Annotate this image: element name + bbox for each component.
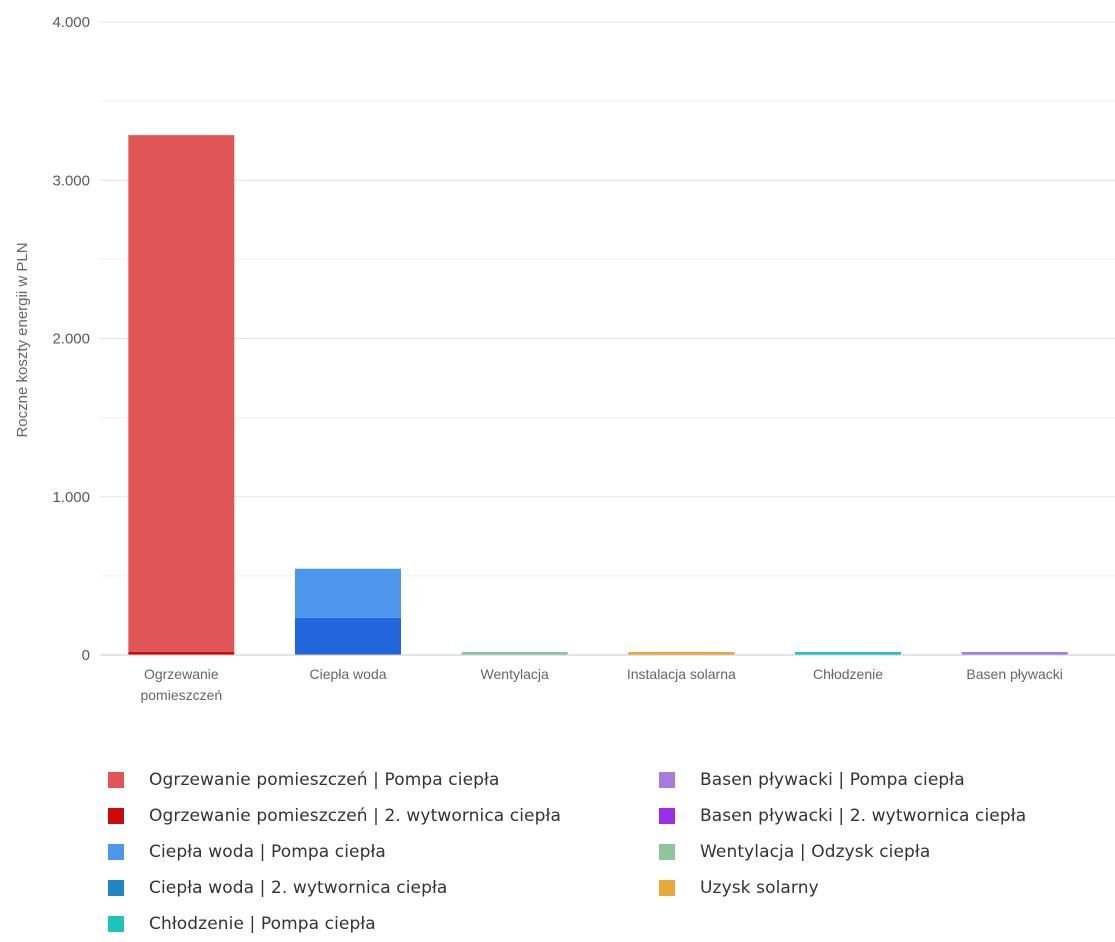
bar-segment (295, 617, 401, 655)
x-tick-label: Instalacja solarna (627, 666, 736, 682)
legend-label: Basen pływacki | 2. wytwornica ciepła (700, 806, 1027, 826)
legend-label: Wentylacja | Odzysk ciepła (700, 842, 931, 862)
bar-segment (961, 652, 1068, 655)
legend-item[interactable]: Uzysk solarny (655, 870, 1026, 906)
x-tick-label: Basen pływacki (966, 666, 1063, 682)
legend-label: Uzysk solarny (700, 878, 819, 898)
x-tick-label: Wentylacja (481, 666, 549, 682)
legend-label: Ciepła woda | 2. wytwornica ciepła (149, 878, 448, 898)
legend-swatch (108, 808, 124, 824)
bar-segment (628, 652, 735, 655)
legend-item[interactable]: Ogrzewanie pomieszczeń | Pompa ciepła (104, 762, 561, 798)
legend-swatch (659, 772, 675, 788)
legend-item[interactable]: Ciepła woda | Pompa ciepła (104, 834, 561, 870)
legend-label: Basen pływacki | Pompa ciepła (700, 770, 965, 790)
legend-swatch (108, 844, 124, 860)
chart-area: 0 1.000 2.000 3.000 4.000 Roczne koszty energ… (14, 14, 1115, 703)
bar-segment (461, 652, 568, 655)
legend-item[interactable]: Ogrzewanie pomieszczeń | 2. wytwornica c… (104, 798, 561, 834)
legend-label: Chłodzenie | Pompa ciepła (149, 914, 376, 934)
y-tick-label: 4.000 (52, 14, 90, 31)
legend-column-right: Basen pływacki | Pompa ciepła Basen pływ… (655, 762, 1026, 906)
legend-swatch (108, 772, 124, 788)
legend-label: Ciepła woda | Pompa ciepła (149, 842, 386, 862)
x-tick-label: pomieszczeń (140, 687, 222, 703)
bar-chart: 0 1.000 2.000 3.000 4.000 Roczne koszty energ… (14, 14, 1115, 703)
legend-item[interactable]: Chłodzenie | Pompa ciepła (104, 906, 561, 942)
legend-label: Ogrzewanie pomieszczeń | 2. wytwornica c… (149, 806, 561, 826)
bar-segment (128, 651, 235, 655)
legend-swatch (659, 844, 675, 860)
legend-swatch (108, 880, 124, 896)
y-tick-label: 0 (82, 647, 90, 664)
legend-swatch (659, 808, 675, 824)
y-tick-label: 3.000 (52, 172, 90, 189)
legend-item[interactable]: Basen pływacki | 2. wytwornica ciepła (655, 798, 1026, 834)
legend-label: Ogrzewanie pomieszczeń | Pompa ciepła (149, 770, 500, 790)
bar-segment (795, 652, 901, 655)
y-axis-label: Roczne koszty energii w PLN (14, 242, 31, 437)
legend-column-left: Ogrzewanie pomieszczeń | Pompa ciepła Og… (104, 762, 561, 942)
x-tick-label: Ciepła woda (309, 666, 386, 682)
legend-item[interactable]: Wentylacja | Odzysk ciepła (655, 834, 1026, 870)
legend-item[interactable]: Ciepła woda | 2. wytwornica ciepła (104, 870, 561, 906)
legend-item[interactable]: Basen pływacki | Pompa ciepła (655, 762, 1026, 798)
legend-swatch (108, 916, 124, 932)
y-tick-label: 2.000 (52, 331, 90, 348)
y-tick-label: 1.000 (52, 489, 90, 506)
x-tick-label: Ogrzewanie (144, 666, 219, 682)
legend-swatch (659, 880, 675, 896)
bar-segment (295, 568, 401, 618)
x-tick-label: Chłodzenie (813, 666, 883, 682)
bar-segment (128, 135, 235, 652)
